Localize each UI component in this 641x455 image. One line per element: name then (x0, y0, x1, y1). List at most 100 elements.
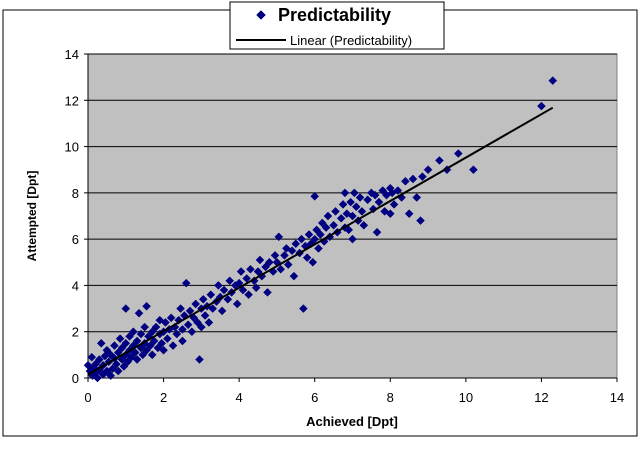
data-point (329, 220, 338, 230)
data-point (159, 345, 168, 355)
data-point (155, 315, 165, 325)
data-point (117, 355, 127, 364)
data-point (346, 197, 355, 207)
data-point (280, 250, 289, 260)
data-point (255, 255, 265, 265)
data-point (276, 264, 286, 274)
data-point (408, 174, 418, 184)
data-point (172, 329, 182, 339)
y-tick-label: 4 (72, 278, 79, 293)
data-point (302, 253, 312, 263)
data-point (94, 355, 104, 364)
data-point (291, 239, 301, 249)
data-point (181, 278, 191, 288)
data-point (274, 232, 284, 242)
data-point (195, 355, 204, 364)
data-point (323, 211, 333, 221)
y-tick-label: 0 (72, 371, 79, 386)
data-point (374, 197, 384, 207)
data-point (321, 223, 331, 232)
data-point (372, 227, 382, 237)
data-point (136, 329, 146, 339)
x-tick-label: 10 (459, 390, 473, 405)
data-point (287, 246, 297, 256)
data-point (312, 225, 321, 235)
data-point (370, 190, 380, 200)
data-point (161, 318, 170, 327)
data-point (145, 341, 155, 350)
y-tick-label: 10 (65, 140, 79, 155)
data-point (270, 250, 280, 260)
data-point (187, 327, 197, 337)
data-point (404, 209, 414, 219)
y-tick-label: 2 (72, 325, 79, 340)
x-tick-label: 14 (610, 390, 624, 405)
data-point (217, 306, 227, 316)
data-point (393, 186, 403, 195)
data-point (316, 230, 325, 239)
data-point (96, 338, 106, 348)
trendline (87, 106, 554, 376)
data-point (453, 149, 463, 158)
y-tick-label: 8 (72, 186, 79, 201)
data-point (197, 322, 206, 332)
data-point (385, 209, 395, 219)
data-point (336, 213, 346, 223)
legend-marker-predictability (256, 10, 266, 20)
data-point (223, 294, 233, 304)
data-point (236, 267, 246, 276)
trendline-layer (87, 106, 554, 376)
data-point (263, 288, 272, 297)
data-point (401, 176, 410, 186)
data-point (183, 320, 193, 330)
data-point (338, 200, 348, 209)
y-tick-labels: 0 2 4 6 8 10 12 14 (65, 47, 88, 386)
data-point (191, 299, 201, 309)
data-point (348, 234, 357, 244)
data-point (423, 165, 433, 175)
data-point (142, 345, 151, 355)
legend-box (229, 1, 445, 50)
data-point (351, 202, 361, 212)
data-point (416, 216, 425, 225)
x-tick-label: 0 (84, 390, 91, 405)
data-point (193, 318, 202, 327)
y-tick-label: 12 (65, 93, 79, 108)
data-point (178, 336, 187, 346)
data-point (128, 327, 138, 337)
data-point (537, 101, 546, 111)
data-point (147, 327, 157, 337)
data-point (299, 304, 308, 313)
data-point (121, 304, 131, 313)
x-tick-label: 4 (236, 390, 243, 405)
data-point (246, 264, 255, 274)
y-axis-title: Attempted [Dpt] (25, 171, 39, 262)
data-point (204, 318, 214, 327)
data-point (238, 285, 248, 295)
data-point (140, 322, 150, 332)
data-point (168, 341, 178, 350)
x-tick-label: 12 (534, 390, 548, 405)
data-point (102, 345, 112, 355)
data-point (87, 352, 97, 362)
data-point (214, 281, 223, 290)
data-point (363, 195, 372, 205)
data-point (147, 350, 157, 360)
data-point (389, 200, 399, 209)
data-point (110, 341, 119, 350)
data-point (149, 336, 159, 346)
data-point (132, 336, 142, 346)
data-point (106, 371, 116, 381)
data-point (348, 211, 357, 221)
data-point (310, 234, 320, 244)
data-point (142, 301, 151, 311)
data-point (283, 260, 293, 269)
data-point (357, 207, 367, 216)
data-point (548, 76, 558, 85)
data-point (355, 193, 365, 202)
data-point (257, 271, 267, 281)
data-point (174, 315, 184, 325)
data-point (418, 172, 427, 182)
data-point (115, 334, 125, 344)
